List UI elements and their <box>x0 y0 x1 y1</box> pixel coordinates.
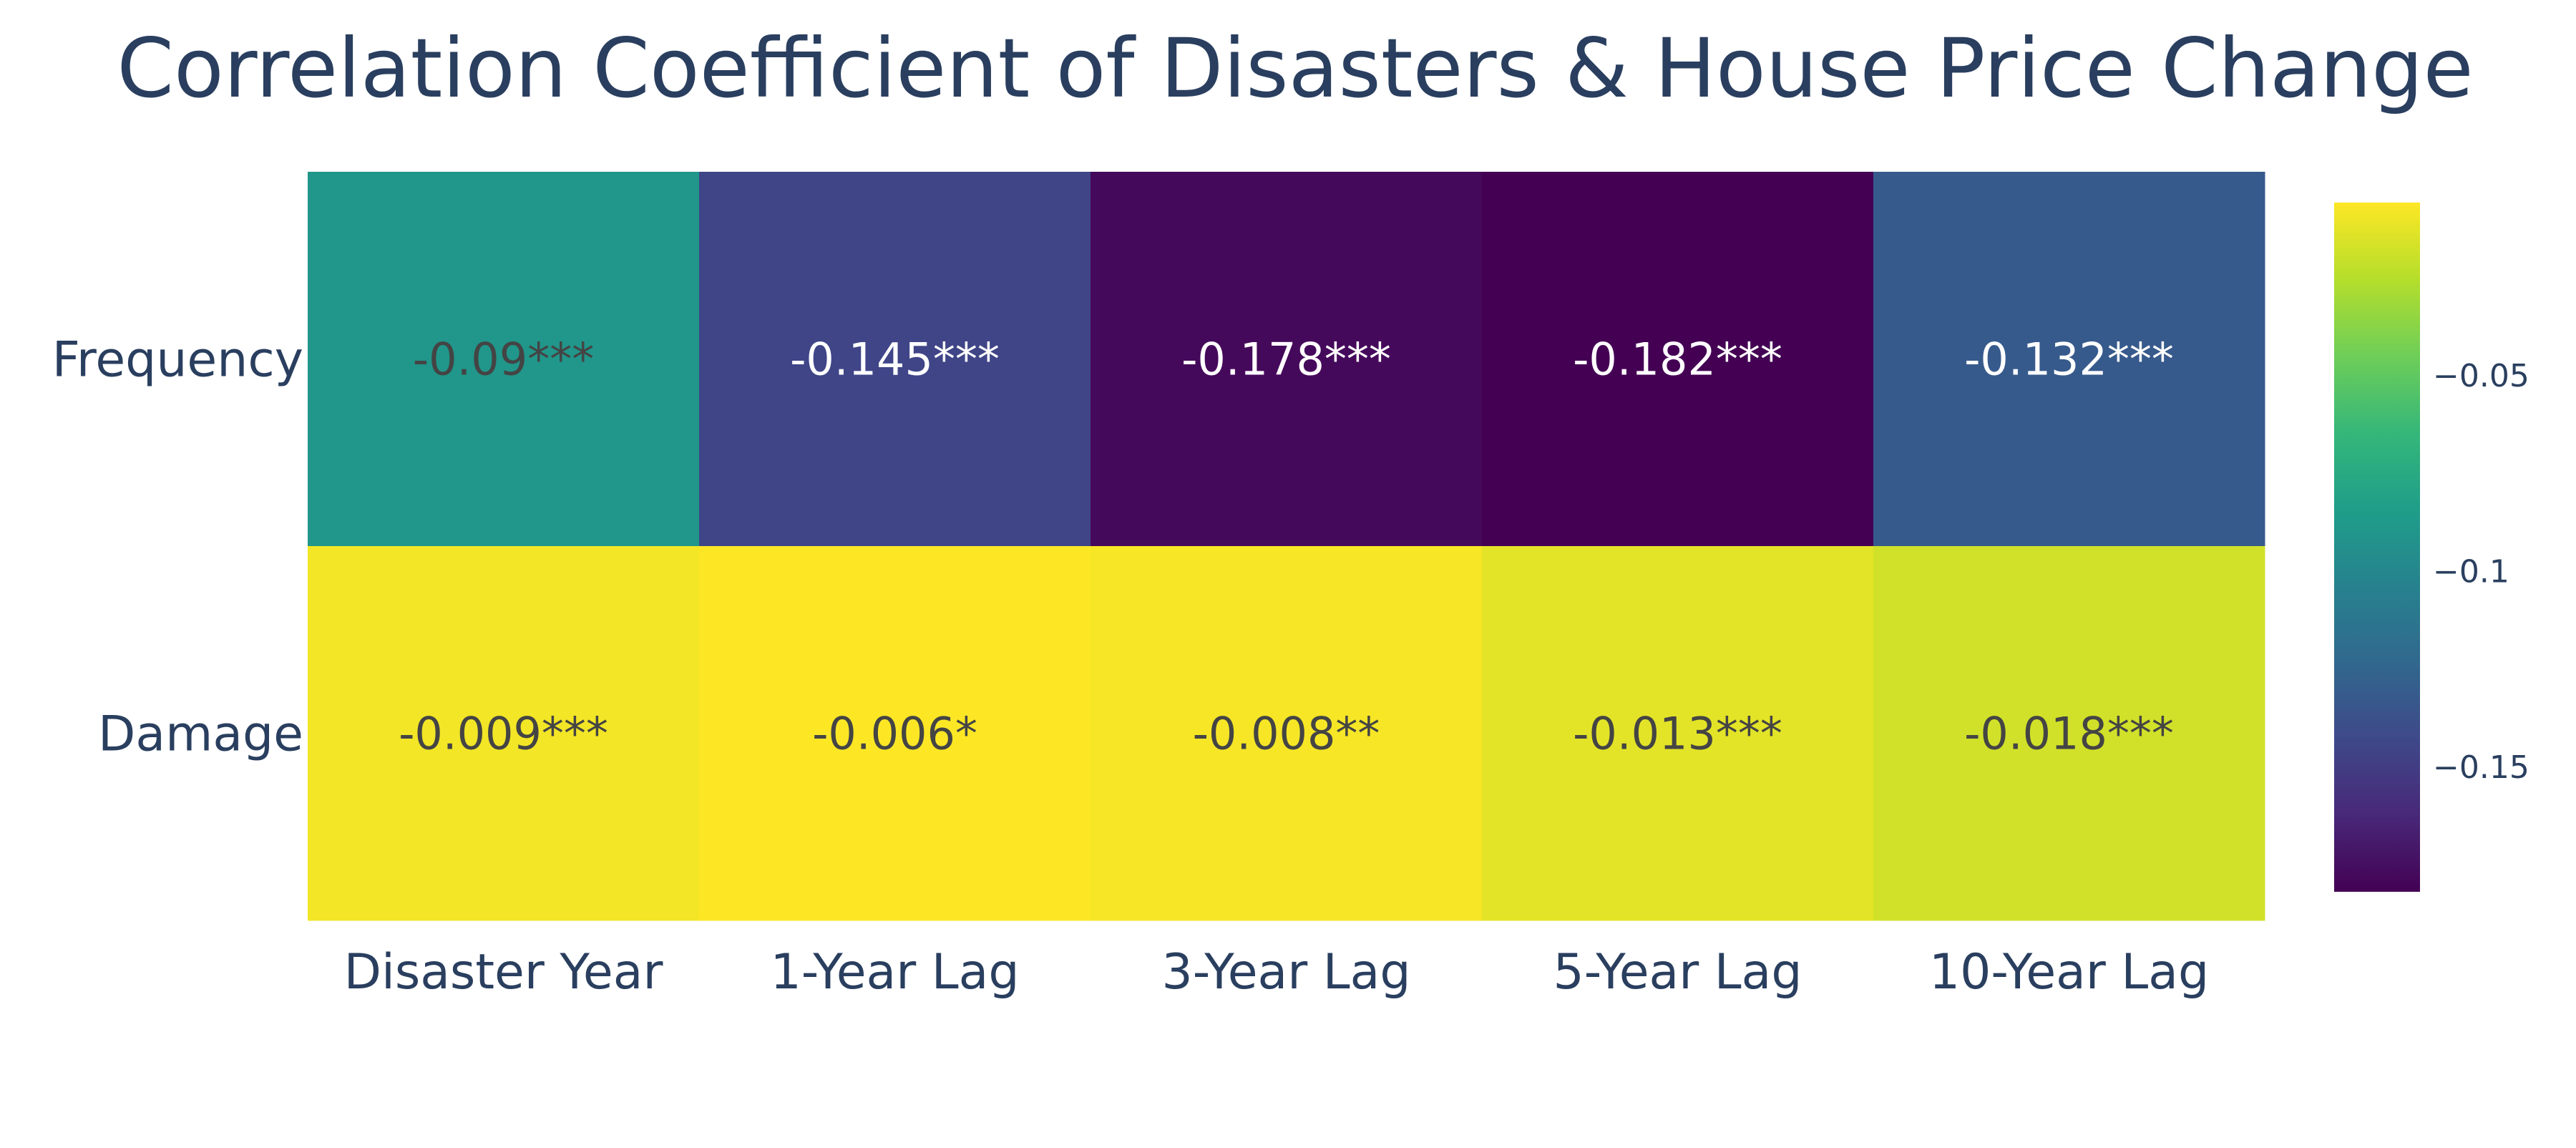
heatmap-cell-labels: -0.09*** -0.145*** -0.178*** -0.182*** -0.13… <box>399 334 2174 760</box>
heatmap-cell <box>1482 546 1874 921</box>
heatmap-cell-label: -0.008** <box>1193 708 1380 760</box>
x-axis-tick-label: Disaster Year <box>344 944 663 1001</box>
heatmap-cells <box>308 172 2265 921</box>
heatmap-cell-label: -0.018*** <box>1964 708 2174 760</box>
heatmap-cell-label: -0.178*** <box>1181 334 1391 386</box>
heatmap-cell-label: -0.013*** <box>1573 708 1782 760</box>
heatmap-cell <box>308 172 700 547</box>
x-axis-tick-label: 10-Year Lag <box>1929 944 2209 1001</box>
heatmap-cell-label: -0.145*** <box>790 334 1000 386</box>
x-axis-tick-labels: Disaster Year 1-Year Lag 3-Year Lag 5-Year … <box>344 944 2210 1001</box>
heatmap-cell <box>1873 546 2265 921</box>
x-axis-tick-label: 3-Year Lag <box>1161 944 1410 1001</box>
heatmap-cell-label: -0.009*** <box>399 708 608 760</box>
heatmap-cell <box>1091 172 1483 547</box>
colorbar-tick-labels: −0.05 −0.1 −0.15 <box>2433 358 2529 786</box>
x-axis-tick-label: 1-Year Lag <box>770 944 1019 1001</box>
colorbar-tick-label: −0.15 <box>2433 749 2529 786</box>
colorbar-tick-label: −0.05 <box>2433 358 2529 394</box>
heatmap-cell <box>1873 172 2265 547</box>
heatmap-cell <box>308 546 700 921</box>
x-axis-tick-label: 5-Year Lag <box>1553 944 1802 1001</box>
y-axis-tick-labels: Frequency Damage <box>52 332 303 763</box>
heatmap-cell <box>699 546 1091 921</box>
heatmap-cell <box>1482 172 1874 547</box>
heatmap-cell-label: -0.09*** <box>413 334 594 386</box>
heatmap-cell <box>699 172 1091 547</box>
colorbar-tick-label: −0.1 <box>2433 553 2509 590</box>
heatmap-cell <box>1091 546 1483 921</box>
y-axis-tick-label: Frequency <box>52 332 303 389</box>
y-axis-tick-label: Damage <box>98 706 303 763</box>
colorbar <box>2334 203 2420 892</box>
heatmap-cell-label: -0.132*** <box>1964 334 2174 386</box>
heatmap-cell-label: -0.182*** <box>1573 334 1782 386</box>
heatmap-cell-label: -0.006* <box>812 708 977 760</box>
chart-title: Correlation Coefficient of Disasters & H… <box>117 21 2473 116</box>
